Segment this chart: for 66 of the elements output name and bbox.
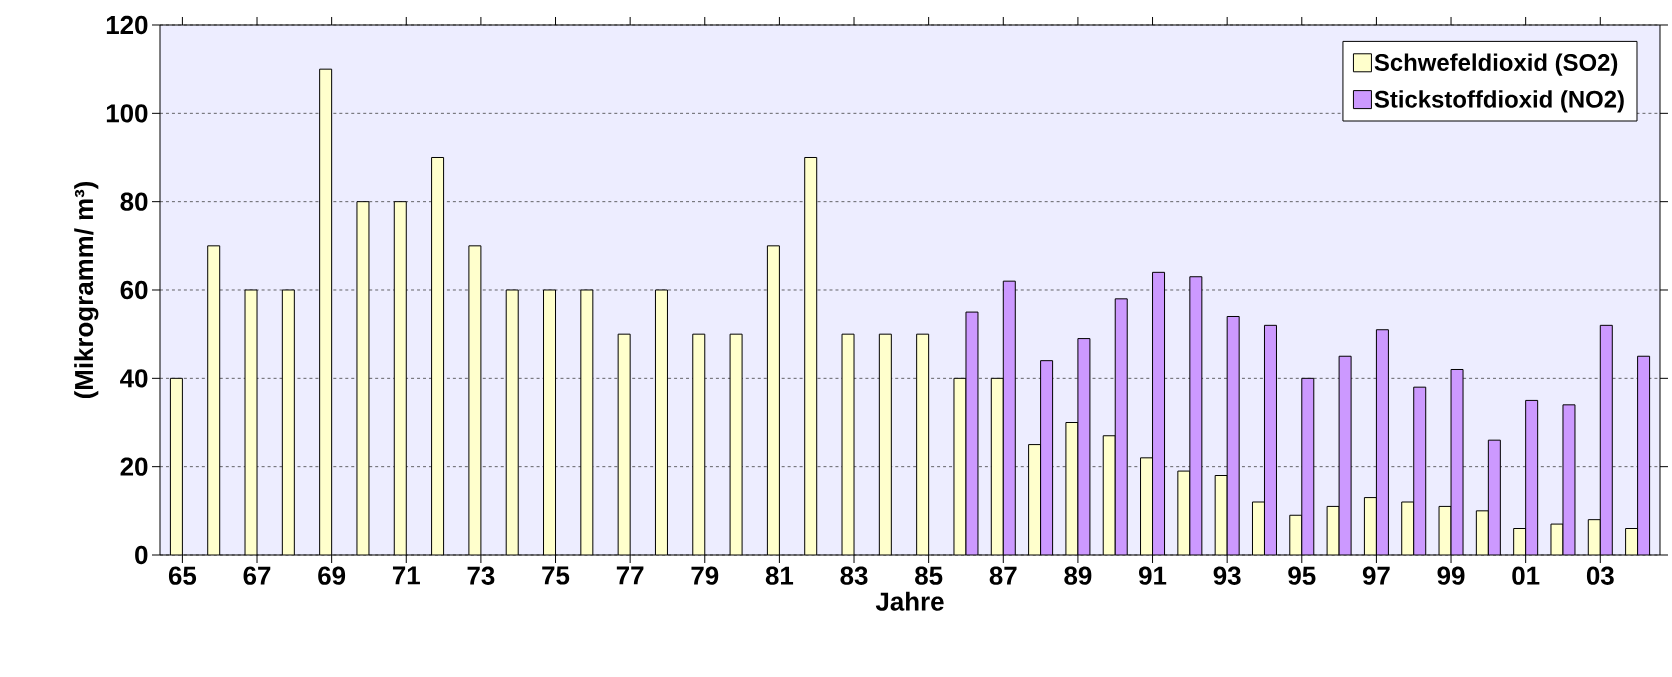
bar (1413, 386, 1427, 555)
bar (1040, 360, 1054, 555)
bar (1140, 457, 1154, 555)
bar (1637, 355, 1651, 555)
bar (1152, 271, 1166, 555)
bar (1525, 399, 1539, 555)
bar (207, 245, 221, 555)
x-tick-label: 75 (542, 566, 570, 585)
x-tick-label: 81 (765, 566, 794, 585)
y-tick-label: 80 (120, 192, 148, 211)
x-tick-label: 91 (1139, 566, 1167, 585)
bar (766, 245, 780, 555)
x-tick-label: 83 (840, 566, 868, 585)
bar (1177, 470, 1191, 555)
x-tick-label: 79 (691, 566, 719, 585)
bar (804, 157, 818, 555)
bar (692, 333, 706, 555)
x-axis-title: Jahre (875, 591, 944, 611)
bar (1214, 475, 1228, 555)
bar (1102, 435, 1116, 555)
bar (505, 289, 519, 555)
x-tick-label: 69 (318, 566, 346, 585)
legend-label: Schwefeldioxid (SO2) (1374, 53, 1618, 76)
y-tick-label: 20 (120, 457, 148, 476)
bar (543, 289, 557, 555)
legend-label: Stickstoffdioxid (NO2) (1374, 90, 1624, 113)
bar (1002, 280, 1016, 555)
y-axis-title: (Mikrogramm/ m³) (74, 181, 99, 399)
x-tick-label: 89 (1064, 566, 1092, 585)
bar (1189, 276, 1203, 555)
x-tick-label: 93 (1213, 566, 1241, 585)
x-tick-label: 87 (989, 566, 1017, 585)
x-tick-label: 77 (616, 566, 644, 585)
x-tick-label: 99 (1437, 566, 1465, 585)
bar (1226, 316, 1240, 555)
bar (990, 377, 1004, 555)
y-tick-label: 0 (135, 545, 148, 565)
bar (1599, 324, 1613, 555)
y-tick-label: 60 (120, 280, 148, 300)
bar (319, 68, 333, 555)
x-tick-label: 71 (392, 566, 420, 585)
y-tick-label: 120 (106, 15, 148, 35)
bar (878, 333, 892, 555)
bar (1028, 444, 1042, 555)
x-tick-label: 67 (243, 566, 271, 585)
bar (281, 289, 295, 555)
x-tick-label: 97 (1362, 566, 1390, 585)
bar (1487, 439, 1501, 555)
bar (580, 289, 594, 555)
bar (169, 377, 183, 555)
bar (1114, 298, 1128, 555)
x-tick-label: 01 (1512, 566, 1540, 585)
x-tick-label: 65 (168, 566, 197, 585)
x-tick-label: 95 (1288, 566, 1316, 585)
x-tick-label: 73 (467, 566, 495, 585)
bar (1263, 324, 1277, 555)
bar (654, 289, 668, 555)
x-tick-label: 85 (915, 566, 943, 585)
bar (1375, 329, 1389, 555)
bar (393, 201, 407, 555)
y-tick-label: 40 (120, 369, 148, 388)
bar (431, 157, 445, 555)
bar (916, 333, 930, 555)
y-tick-label: 100 (106, 104, 148, 123)
x-tick-label: 03 (1586, 566, 1614, 585)
bar (1301, 377, 1315, 555)
